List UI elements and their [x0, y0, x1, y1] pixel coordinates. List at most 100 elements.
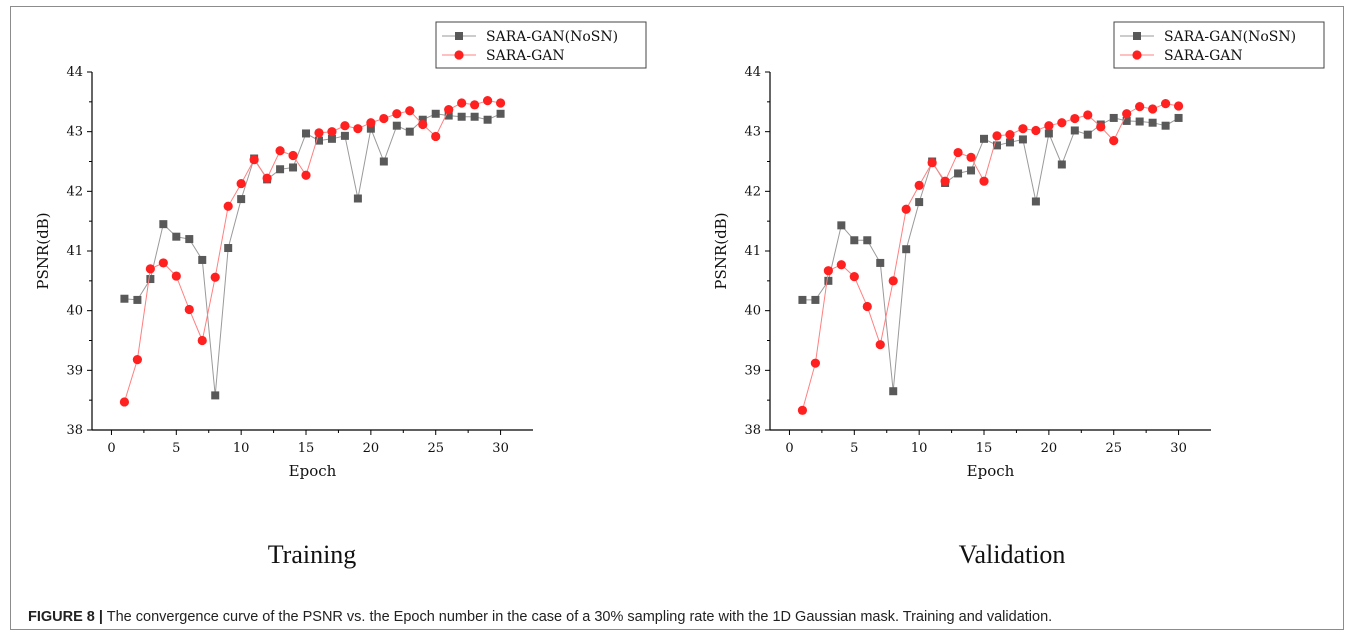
figure-frame [10, 6, 1344, 630]
x-axis-label: Epoch [289, 462, 337, 480]
data-point-nosn [1109, 113, 1118, 122]
data-point-gan [823, 266, 833, 276]
legend-marker-circle [454, 50, 464, 60]
x-tick-label: 5 [172, 441, 180, 456]
y-tick-label: 42 [744, 184, 761, 199]
data-point-nosn [483, 115, 492, 124]
data-point-gan [992, 131, 1002, 141]
data-point-gan [1057, 118, 1067, 128]
x-tick-label: 15 [976, 441, 993, 456]
data-point-gan [966, 152, 976, 162]
data-point-nosn [146, 275, 155, 284]
data-point-nosn [418, 115, 427, 124]
legend-marker-square [1133, 32, 1141, 40]
data-point-gan [145, 264, 155, 274]
data-point-nosn [366, 124, 375, 133]
data-point-nosn [405, 127, 414, 136]
data-point-nosn [824, 276, 833, 285]
y-tick-label: 41 [66, 244, 83, 259]
data-point-gan [495, 98, 506, 108]
data-point-nosn [1057, 160, 1066, 169]
data-point-nosn [811, 295, 820, 304]
data-point-gan [953, 147, 963, 158]
data-point-gan [927, 158, 937, 168]
y-tick-label: 43 [66, 125, 83, 140]
caption-text: The convergence curve of the PSNR vs. th… [102, 609, 1053, 625]
data-point-gan [836, 260, 846, 270]
data-point-gan [314, 128, 324, 138]
chart-training: 0 5 10 15 20 25 30 38 39 40 41 42 43 44 Epoch PSNR(dB) S… [34, 21, 647, 480]
data-point-gan [431, 131, 441, 142]
data-point-nosn [837, 221, 846, 230]
data-point-nosn [496, 109, 505, 118]
data-point-nosn [1005, 138, 1014, 147]
data-point-gan [1122, 109, 1132, 119]
data-point-gan [810, 358, 820, 368]
data-point-gan [888, 276, 898, 286]
data-point-gan [457, 98, 467, 108]
data-point-gan [210, 272, 220, 282]
data-point-gan [132, 354, 142, 365]
data-point-gan [1018, 124, 1028, 134]
data-point-nosn [915, 198, 924, 207]
data-point-gan [1173, 101, 1184, 111]
data-point-nosn [1148, 118, 1157, 127]
data-point-nosn [379, 157, 388, 166]
data-point-gan [288, 150, 298, 161]
data-point-nosn [340, 131, 349, 140]
data-point-gan [379, 113, 389, 124]
data-point-nosn [276, 165, 285, 174]
data-point-gan [405, 106, 415, 116]
data-point-nosn [185, 235, 194, 244]
data-point-nosn [863, 236, 872, 245]
data-point-gan [979, 176, 989, 186]
data-point-nosn [954, 169, 963, 178]
legend-box [1113, 21, 1325, 69]
data-point-gan [249, 155, 259, 165]
data-point-gan [1161, 99, 1171, 109]
data-point-gan [875, 340, 885, 350]
data-point-nosn [457, 112, 466, 121]
x-tick-label: 30 [492, 441, 509, 456]
data-point-nosn [1044, 129, 1053, 138]
data-point-nosn [798, 295, 807, 304]
data-point-gan [275, 146, 285, 156]
data-point-nosn [470, 112, 479, 121]
data-point-nosn [1083, 130, 1092, 139]
data-point-nosn [198, 255, 207, 264]
data-point-nosn [850, 236, 859, 245]
data-point-nosn [392, 121, 401, 130]
data-point-gan [797, 405, 808, 415]
data-point-nosn [159, 220, 168, 229]
data-point-nosn [1135, 117, 1144, 126]
data-point-gan [119, 397, 130, 407]
y-tick-label: 44 [66, 65, 83, 80]
data-point-nosn [224, 244, 233, 253]
x-axis-label: Epoch [967, 462, 1015, 480]
data-point-gan [914, 180, 924, 190]
data-point-gan [340, 121, 350, 131]
y-tick-label: 39 [66, 363, 83, 378]
x-tick-label: 25 [427, 441, 444, 456]
data-point-gan [849, 272, 859, 282]
x-tick-label: 10 [233, 441, 250, 456]
x-tick-label: 15 [298, 441, 315, 456]
x-tick-label: 20 [1041, 441, 1058, 456]
legend-marker-circle [1132, 50, 1142, 60]
x-tick-label: 5 [850, 441, 858, 456]
data-point-nosn [876, 258, 885, 267]
data-point-gan [1005, 130, 1015, 140]
data-point-gan [1109, 136, 1119, 146]
x-tick-label: 30 [1170, 441, 1187, 456]
data-point-gan [940, 176, 950, 186]
series-line-gan [801, 103, 1179, 411]
data-point-nosn [889, 387, 898, 396]
data-point-gan [1148, 104, 1158, 114]
data-point-nosn [1122, 116, 1131, 125]
data-point-nosn [353, 194, 362, 203]
data-point-gan [158, 258, 168, 268]
data-point-nosn [172, 232, 181, 241]
caption-label: FIGURE 8 | [28, 609, 103, 625]
legend-label: SARA-GAN [1164, 48, 1243, 64]
y-tick-label: 40 [744, 304, 761, 319]
